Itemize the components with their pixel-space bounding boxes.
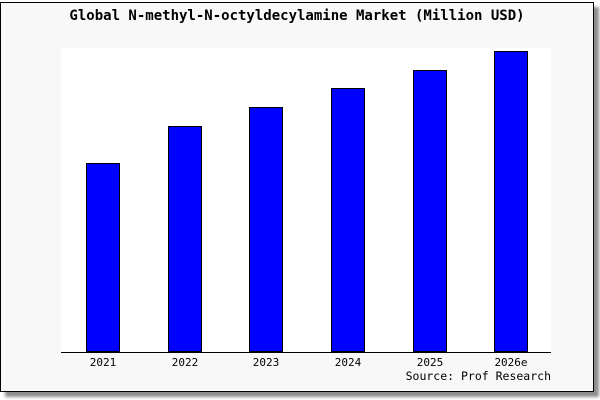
bar-2021: [86, 163, 120, 352]
bar-2025: [413, 70, 447, 352]
x-tick-label-2024: 2024: [334, 356, 362, 369]
x-tick-label-2025: 2025: [416, 356, 444, 369]
x-tick-label-2023: 2023: [252, 356, 280, 369]
bar-2026e: [494, 51, 528, 352]
plot-area: [61, 48, 551, 353]
x-tick-label-2022: 2022: [171, 356, 199, 369]
chart-title: Global N-methyl-N-octyldecylamine Market…: [69, 8, 525, 24]
x-tick-label-2026e: 2026e: [494, 356, 528, 369]
chart-panel: Global N-methyl-N-octyldecylamine Market…: [0, 2, 594, 392]
bar-2023: [249, 107, 283, 352]
bar-2024: [331, 88, 365, 352]
x-axis-tick-labels: 2021 2022 2023 2024 2025 2026e: [61, 356, 551, 372]
x-tick-label-2021: 2021: [89, 356, 117, 369]
source-note: Source: Prof Research: [405, 369, 551, 383]
bar-2022: [168, 126, 202, 352]
